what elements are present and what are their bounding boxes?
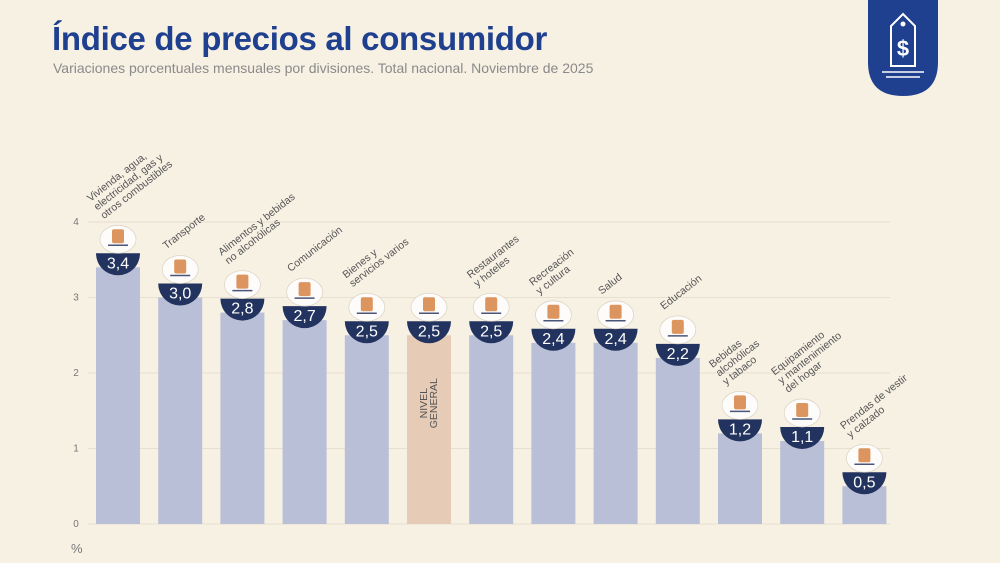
food-basket-icon — [223, 270, 261, 300]
category-label: Vivienda, agua,electricidad, gas yotros … — [85, 141, 175, 222]
value-badge — [344, 321, 389, 344]
category-label: Recreacióny cultura — [527, 246, 583, 297]
value-badge — [407, 321, 451, 344]
bar — [158, 297, 203, 524]
plate-cutlery-icon — [472, 292, 510, 322]
category-label: Bebidasalcohólicasy tabaco — [707, 329, 769, 388]
highlight-label-line: GENERAL — [428, 378, 440, 428]
lightbulb-faucet-icon — [99, 224, 137, 254]
chart-title: Índice de precios al consumidor — [52, 20, 547, 57]
category-label-line: Comunicación — [285, 224, 345, 275]
highlight-label-line: NIVEL — [418, 388, 430, 419]
y-tick-label: 1 — [73, 444, 79, 455]
category-label: Comunicación — [285, 224, 345, 275]
y-tick-label: 0 — [73, 519, 79, 530]
bar — [531, 342, 576, 524]
category-label: Educación — [658, 273, 704, 313]
category-label: Transporte — [161, 211, 208, 252]
value-label: 2,5 — [418, 323, 440, 340]
smartphone-icon — [286, 277, 324, 307]
value-label: 2,2 — [667, 346, 689, 363]
value-badge — [96, 253, 140, 276]
category-label-line: Transporte — [161, 211, 208, 252]
value-label: 2,5 — [480, 323, 502, 340]
value-badge — [842, 472, 887, 495]
value-label: 2,8 — [231, 301, 253, 318]
bottle-cigarette-icon — [721, 390, 759, 420]
bar — [655, 357, 700, 524]
bar — [469, 335, 514, 524]
value-badge — [593, 328, 638, 351]
highlight-label: NIVELGENERAL — [418, 378, 440, 428]
clothes-shoe-icon — [846, 443, 883, 473]
category-label-line: Educación — [658, 273, 704, 313]
bar — [344, 335, 389, 524]
value-label: 0,5 — [853, 474, 875, 491]
category-label: Salud — [596, 271, 625, 297]
svg-text:$: $ — [897, 36, 909, 61]
category-label: Prendas de vestiry calzado — [838, 372, 917, 441]
category-label: Alimentos y bebidasno alcohólicas — [216, 191, 304, 267]
bar — [718, 433, 762, 524]
category-label-line: Alimentos y bebidas — [216, 191, 297, 258]
first-aid-icon — [597, 300, 634, 330]
category-label: Bienes yservicios varios — [340, 227, 411, 289]
category-label: Restaurantesy hoteles — [465, 233, 528, 290]
y-tick-label: 3 — [73, 293, 79, 304]
unit-label: % — [71, 541, 83, 556]
value-badge — [718, 419, 762, 442]
value-badge — [531, 328, 576, 351]
bar — [96, 267, 140, 524]
value-label: 3,4 — [107, 255, 129, 272]
notebook-icon — [659, 315, 697, 345]
value-label: 3,0 — [169, 286, 191, 303]
chart-subtitle: Variaciones porcentuales mensuales por d… — [53, 60, 594, 76]
bar — [407, 335, 451, 524]
value-label: 2,5 — [356, 323, 378, 340]
value-badge — [780, 426, 825, 449]
consumer-basket-icon — [410, 292, 448, 322]
category-label: Equipamientoy mantenimientodel hogar — [769, 321, 851, 395]
bar — [220, 312, 265, 524]
value-label: 2,4 — [604, 331, 626, 348]
category-label-line: Salud — [596, 271, 625, 297]
value-label: 2,7 — [293, 308, 315, 325]
value-label: 1,1 — [791, 429, 813, 446]
bar — [593, 342, 638, 524]
y-tick-label: 4 — [73, 217, 79, 228]
car-bus-icon — [161, 255, 199, 284]
value-badge — [220, 298, 265, 321]
bar — [780, 440, 825, 524]
value-label: 2,4 — [542, 331, 564, 348]
comb-brush-icon — [348, 292, 386, 322]
value-badge — [158, 283, 203, 306]
bar — [282, 320, 327, 524]
value-badge — [282, 306, 327, 329]
sun-umbrella-icon — [535, 300, 572, 330]
sofa-icon — [783, 398, 821, 428]
y-tick-label: 2 — [73, 368, 79, 379]
value-badge — [655, 343, 700, 366]
value-label: 1,2 — [729, 421, 751, 438]
value-badge — [469, 321, 514, 344]
price-tag-dollar-icon: $ — [868, 0, 938, 96]
